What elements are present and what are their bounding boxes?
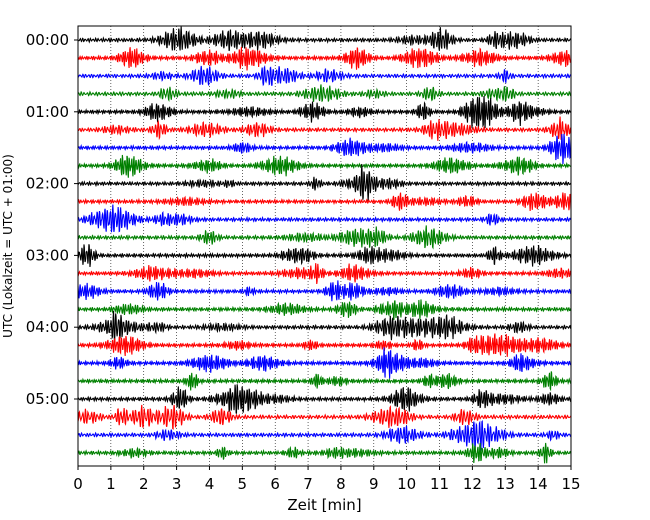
trace-22 xyxy=(77,404,572,430)
y-tick-label: 05:00 xyxy=(26,390,69,408)
trace-9 xyxy=(77,164,572,202)
y-axis: 00:00 01:00 02:00 03:00 04:00 05:00 xyxy=(26,31,78,408)
y-tick-label: 00:00 xyxy=(26,31,69,49)
trace-4 xyxy=(77,84,572,103)
trace-13 xyxy=(77,244,572,267)
trace-21 xyxy=(77,384,572,414)
x-tick-label: 5 xyxy=(238,475,248,493)
x-tick-label: 14 xyxy=(529,475,548,493)
x-axis-label: Zeit [min] xyxy=(287,496,361,514)
trace-14 xyxy=(77,263,572,285)
trace-7 xyxy=(77,133,572,165)
x-tick-label: 7 xyxy=(303,475,313,493)
x-tick-label: 1 xyxy=(106,475,116,493)
trace-6 xyxy=(77,116,572,141)
x-tick-label: 11 xyxy=(430,475,449,493)
y-tick-label: 03:00 xyxy=(26,246,69,264)
trace-19 xyxy=(77,347,572,379)
plot-frame xyxy=(77,25,572,467)
trace-18 xyxy=(77,333,572,357)
x-tick-label: 8 xyxy=(336,475,346,493)
x-tick-label: 10 xyxy=(397,475,416,493)
trace-10 xyxy=(77,192,572,211)
x-tick-label: 12 xyxy=(463,475,482,493)
x-tick-label: 6 xyxy=(270,475,280,493)
y-tick-label: 01:00 xyxy=(26,103,69,121)
trace-3 xyxy=(77,64,572,87)
plot-background xyxy=(78,26,571,466)
trace-17 xyxy=(77,310,572,344)
trace-8 xyxy=(77,154,572,178)
trace-11 xyxy=(77,204,572,233)
trace-24 xyxy=(77,442,572,464)
x-axis: 0 1 2 3 4 5 6 7 8 9 10 11 12 13 14 15 xyxy=(73,466,581,493)
trace-12 xyxy=(77,225,572,250)
trace-2 xyxy=(77,46,572,71)
trace-23 xyxy=(77,419,572,451)
trace-15 xyxy=(77,280,572,302)
x-tick-label: 2 xyxy=(139,475,149,493)
x-tick-label: 13 xyxy=(496,475,515,493)
x-tick-label: 9 xyxy=(369,475,379,493)
x-tick-label: 4 xyxy=(205,475,215,493)
trace-16 xyxy=(77,299,572,321)
traces xyxy=(77,26,572,464)
x-tick-label: 15 xyxy=(561,475,580,493)
trace-5 xyxy=(77,96,572,129)
trace-20 xyxy=(77,371,572,392)
x-tick-label: 0 xyxy=(73,475,83,493)
y-tick-label: 02:00 xyxy=(26,175,69,193)
trace-1 xyxy=(77,26,572,52)
x-tick-label: 3 xyxy=(172,475,182,493)
y-tick-label: 04:00 xyxy=(26,318,69,336)
y-axis-label: UTC (Lokalzeit = UTC + 01:00) xyxy=(1,154,15,338)
